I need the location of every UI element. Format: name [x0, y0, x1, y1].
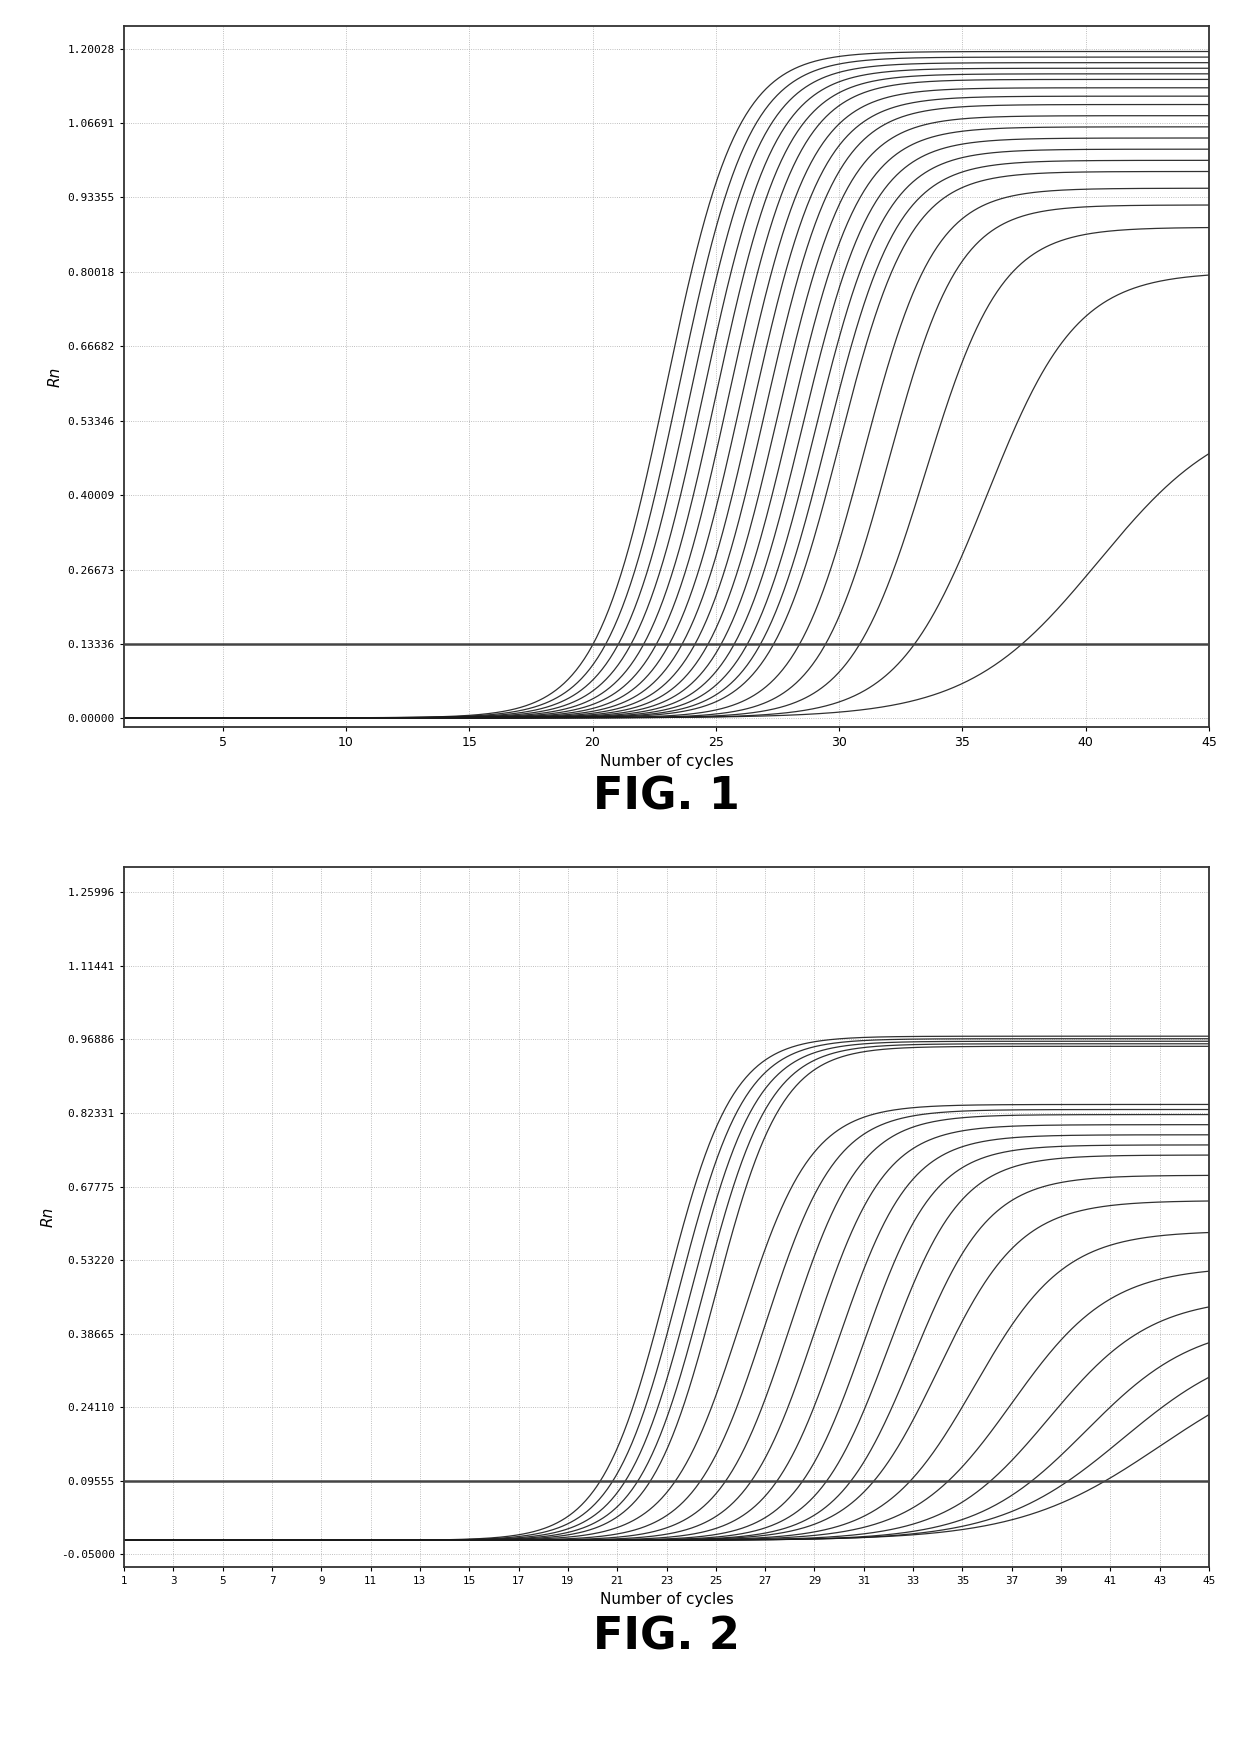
X-axis label: Number of cycles: Number of cycles	[600, 755, 733, 769]
Text: FIG. 1: FIG. 1	[593, 774, 740, 818]
X-axis label: Number of cycles: Number of cycles	[600, 1591, 733, 1607]
Y-axis label: Rn: Rn	[41, 1207, 56, 1227]
Y-axis label: Rn: Rn	[47, 366, 62, 387]
Text: FIG. 2: FIG. 2	[593, 1616, 740, 1658]
